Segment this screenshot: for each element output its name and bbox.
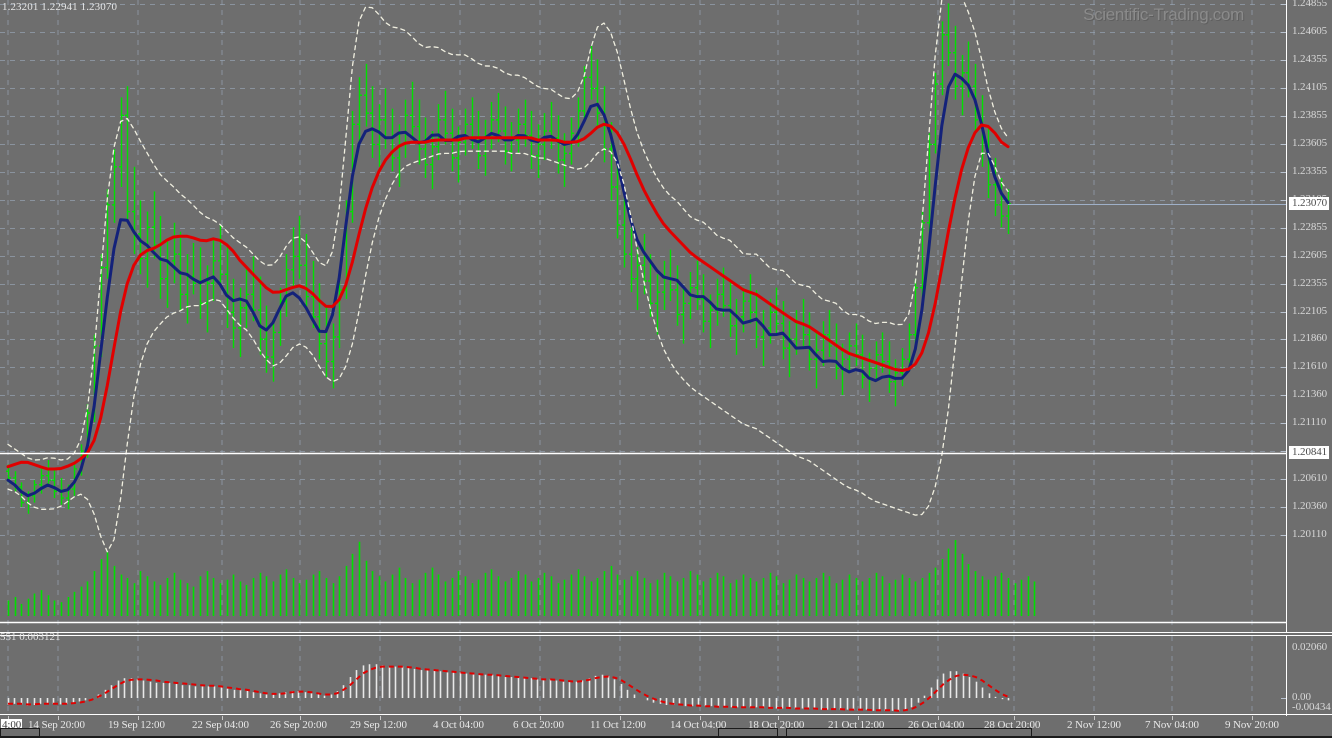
time-axis-tick: [1252, 716, 1253, 720]
price-axis-tick: [1281, 312, 1286, 313]
price-axis-tick: [1281, 228, 1286, 229]
time-axis-tick: [460, 716, 461, 720]
price-axis-label: 1.24605: [1292, 25, 1328, 37]
price-chart-canvas: [0, 0, 1286, 632]
time-axis-label: 22 Sep 04:00: [192, 719, 249, 731]
price-axis-label: 1.20360: [1292, 500, 1328, 512]
time-axis-label: 9 Nov 20:00: [1225, 719, 1279, 731]
time-axis-tick: [620, 716, 621, 720]
time-axis-label: 14 Sep 20:00: [28, 719, 85, 731]
time-axis-tick: [380, 716, 381, 720]
price-axis-label: 1.20610: [1292, 472, 1328, 484]
reference-price-label: 1.20841: [1289, 446, 1330, 459]
price-axis-label: 1.22105: [1292, 305, 1328, 317]
price-axis-tick: [1281, 395, 1286, 396]
macd-pane[interactable]: [0, 636, 1286, 716]
chart-tab-3[interactable]: [786, 728, 1032, 738]
time-axis-tick: [778, 716, 779, 720]
price-axis-tick: [1281, 367, 1286, 368]
time-axis-tick: [540, 716, 541, 720]
price-axis[interactable]: 1.24855 1.24605 1.24355 1.24105 1.23855 1.236…: [1281, 0, 1332, 632]
price-axis-label: 1.23355: [1292, 165, 1328, 177]
price-axis-label: 1.22855: [1292, 221, 1328, 233]
price-chart-pane[interactable]: [0, 0, 1286, 632]
time-axis-tick: [8, 716, 9, 720]
price-axis-label: 1.21110: [1292, 416, 1327, 428]
macd-axis-tick: [1281, 698, 1286, 699]
time-axis-tick: [1172, 716, 1173, 720]
price-axis-tick: [1281, 479, 1286, 480]
price-axis-label: 1.23605: [1292, 137, 1328, 149]
price-axis-label: 1.21360: [1292, 388, 1328, 400]
price-axis-tick: [1281, 451, 1286, 452]
price-axis-tick: [1281, 60, 1286, 61]
macd-axis-label: 0.02060: [1292, 641, 1328, 653]
price-axis-label: 1.23855: [1292, 109, 1328, 121]
price-axis-tick: [1281, 32, 1286, 33]
price-axis-tick: [1281, 172, 1286, 173]
macd-axis-label: 0.00: [1292, 691, 1311, 703]
price-axis-label: 1.21610: [1292, 360, 1328, 372]
price-axis-tick: [1281, 116, 1286, 117]
time-axis-tick: [300, 716, 301, 720]
price-axis-label: 1.21860: [1292, 332, 1328, 344]
price-axis-tick: [1281, 4, 1286, 5]
price-axis-tick: [1281, 284, 1286, 285]
pane-divider-top: [0, 632, 1332, 633]
time-axis-label: 2 Nov 12:00: [1067, 719, 1121, 731]
time-axis-tick: [138, 716, 139, 720]
price-axis-tick: [1281, 88, 1286, 89]
time-axis-label: 26 Sep 20:00: [270, 719, 327, 731]
macd-axis-label: -0.00434: [1292, 701, 1331, 713]
price-axis-label: 1.20110: [1292, 528, 1327, 540]
price-axis-label: 1.22605: [1292, 249, 1328, 261]
quote-readout: 1.23201 1.22941 1.23070: [2, 1, 118, 13]
macd-caption: 551 0.003121: [0, 631, 61, 643]
window-bottom-edge: [0, 736, 1332, 738]
time-axis-label: 29 Sep 12:00: [350, 719, 407, 731]
chart-tab-1[interactable]: [0, 728, 40, 738]
chart-tab-2[interactable]: [718, 728, 778, 738]
time-axis-label: 19 Sep 12:00: [108, 719, 165, 731]
price-axis-tick: [1281, 507, 1286, 508]
time-axis-label: 7 Nov 04:00: [1145, 719, 1199, 731]
current-price-label: 1.23070: [1289, 197, 1330, 210]
time-axis-tick: [222, 716, 223, 720]
time-axis-tick: [700, 716, 701, 720]
macd-divider: [0, 714, 1332, 715]
pane-divider-bottom: [0, 635, 1332, 636]
price-axis-tick: [1281, 423, 1286, 424]
price-axis-tick: [1281, 144, 1286, 145]
macd-axis[interactable]: 0.02060 0.00 -0.00434: [1281, 636, 1332, 716]
time-axis-label: 11 Oct 12:00: [590, 719, 646, 731]
time-axis-label: 4 Oct 04:00: [433, 719, 484, 731]
price-axis-tick: [1281, 535, 1286, 536]
time-axis-tick: [938, 716, 939, 720]
time-axis[interactable]: 4:00 14 Sep 20:00 19 Sep 12:00 22 Sep 04:00…: [0, 716, 1332, 736]
price-axis-tick: [1281, 339, 1286, 340]
time-axis-label: 6 Oct 20:00: [513, 719, 564, 731]
price-axis-label: 1.22355: [1292, 277, 1328, 289]
price-axis-label: 1.24105: [1292, 81, 1328, 93]
macd-canvas: [7, 636, 1253, 716]
time-axis-tick: [858, 716, 859, 720]
time-axis-label: 14 Oct 04:00: [670, 719, 727, 731]
price-axis-label: 1.24355: [1292, 53, 1328, 65]
time-axis-tick: [1014, 716, 1015, 720]
price-axis-tick: [1281, 200, 1286, 201]
price-axis-label: 1.24855: [1292, 0, 1328, 9]
time-axis-tick: [58, 716, 59, 720]
time-axis-tick: [1094, 716, 1095, 720]
price-axis-tick: [1281, 256, 1286, 257]
